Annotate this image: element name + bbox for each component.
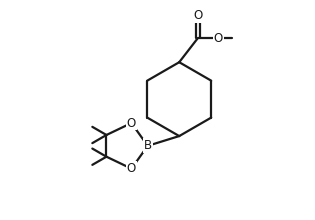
Text: O: O (214, 32, 223, 45)
Text: B: B (144, 139, 152, 152)
Text: O: O (193, 9, 202, 22)
Text: O: O (127, 162, 136, 175)
Text: O: O (127, 117, 136, 130)
